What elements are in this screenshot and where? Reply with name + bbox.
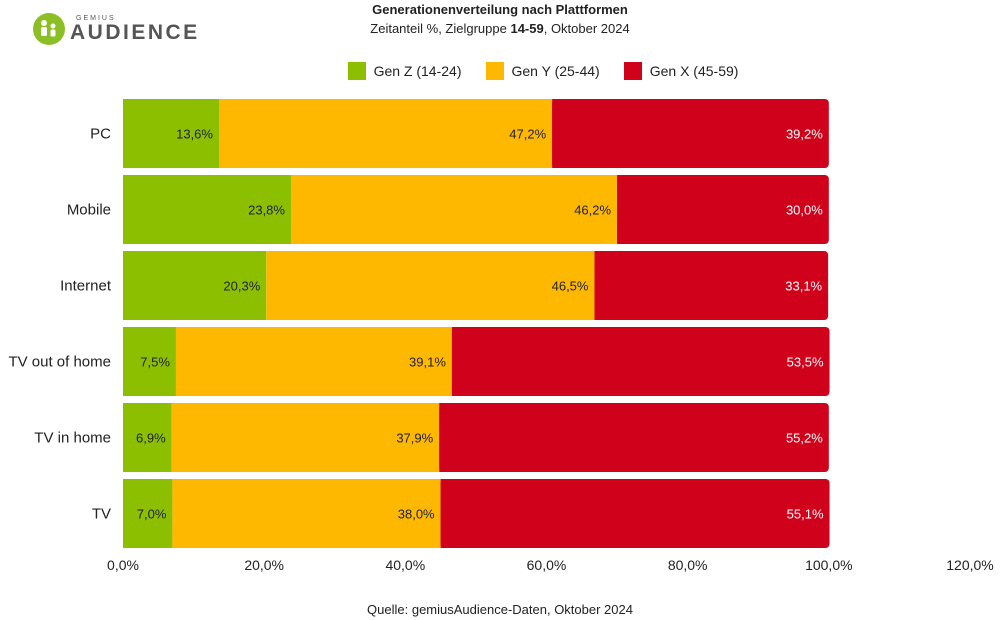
bar-tv-out-of-home-gen-z-14-24 [123,327,176,396]
bar-tv-in-home-gen-x-45-59 [439,403,829,472]
bar-corner-pc [552,99,559,168]
data-label-tv-gen-x-45-59: 55,1% [787,507,824,522]
x-tick-label-80: 80,0% [668,557,708,573]
x-tick-label-40: 40,0% [385,557,425,573]
source-note: Quelle: gemiusAudience-Daten, Oktober 20… [367,602,633,617]
bar-tv-out-of-home-gen-y-25-44 [175,327,452,396]
data-label-tv-gen-z-14-24: 7,0% [137,507,167,522]
legend-swatch-gen-x [623,62,642,80]
bar-corner-tv-out-of-home [451,327,458,396]
bar-internet-gen-z-14-24 [123,251,267,320]
data-label-mobile-gen-x-45-59: 30,0% [786,203,823,218]
data-label-pc-gen-z-14-24: 13,6% [176,127,213,142]
bar-corner-tv-in-home [439,403,446,472]
bar-mobile-gen-z-14-24 [123,175,291,244]
data-label-tv-in-home-gen-y-25-44: 37,9% [396,431,433,446]
x-tick-label-20: 20,0% [244,557,284,573]
bar-corner-internet [594,251,601,320]
data-label-mobile-gen-y-25-44: 46,2% [574,203,611,218]
bar-mobile-gen-x-45-59 [617,175,829,244]
subtitle-bold: 14-59 [510,21,544,36]
data-label-pc-gen-x-45-59: 39,2% [786,127,823,142]
data-label-tv-in-home-gen-x-45-59: 55,2% [786,431,823,446]
chart-legend: Gen Z (14-24) Gen Y (25-44) Gen X (45-59… [0,62,1000,80]
bar-tv-gen-x-45-59 [440,479,830,548]
data-label-tv-out-of-home-gen-z-14-24: 7,5% [140,355,170,370]
logo-small-text: GEMIUS [76,15,116,22]
audience-logo-icon [33,13,65,45]
bar-internet-gen-x-45-59 [594,251,829,320]
x-tick-label-120: 120,0% [946,557,993,573]
data-label-tv-in-home-gen-z-14-24: 6,9% [136,431,166,446]
bar-pc-gen-y-25-44 [218,99,553,168]
data-label-pc-gen-y-25-44: 47,2% [509,127,546,142]
category-label-pc: PC [90,126,111,143]
logo-big-text: AUDIENCE [70,21,200,44]
bar-internet-gen-y-25-44 [266,251,595,320]
data-label-internet-gen-y-25-44: 46,5% [552,279,589,294]
category-label-tv: TV [92,506,111,523]
legend-label-gen-y: Gen Y (25-44) [511,63,600,79]
bar-tv-gen-z-14-24 [123,479,173,548]
data-label-internet-gen-x-45-59: 33,1% [785,279,822,294]
bar-tv-in-home-gen-z-14-24 [123,403,172,472]
bar-corner-mobile [617,175,624,244]
data-label-tv-out-of-home-gen-x-45-59: 53,5% [787,355,824,370]
chart-title: Generationenverteilung nach Plattformen [372,2,628,17]
bar-tv-gen-y-25-44 [172,479,441,548]
legend-label-gen-x: Gen X (45-59) [649,63,739,79]
legend-label-gen-z: Gen Z (14-24) [373,63,462,79]
bar-tv-in-home-gen-y-25-44 [171,403,440,472]
legend-swatch-gen-y [485,62,504,80]
x-tick-label-60: 60,0% [527,557,567,573]
subtitle-text-end: , Oktober 2024 [543,21,630,36]
category-label-tv-in-home: TV in home [34,430,111,447]
x-tick-label-100: 100,0% [805,557,852,573]
bar-pc-gen-z-14-24 [123,99,219,168]
bar-tv-out-of-home-gen-x-45-59 [451,327,830,396]
legend-item-gen-y: Gen Y (25-44) [485,62,600,80]
data-label-tv-out-of-home-gen-y-25-44: 39,1% [409,355,446,370]
category-label-internet: Internet [60,278,112,295]
bar-mobile-gen-y-25-44 [290,175,618,244]
category-label-mobile: Mobile [67,202,111,219]
data-label-internet-gen-z-14-24: 20,3% [223,279,260,294]
data-label-tv-gen-y-25-44: 38,0% [398,507,435,522]
legend-swatch-gen-z [347,62,366,80]
bar-pc-gen-x-45-59 [552,99,829,168]
x-tick-label-0: 0,0% [107,557,139,573]
category-label-tv-out-of-home: TV out of home [8,354,111,371]
legend-item-gen-x: Gen X (45-59) [623,62,739,80]
data-label-mobile-gen-z-14-24: 23,8% [248,203,285,218]
legend-item-gen-z: Gen Z (14-24) [347,62,462,80]
gemius-audience-logo: GEMIUS AUDIENCE [33,13,200,45]
chart-subtitle: Zeitanteil %, Zielgruppe 14-59, Oktober … [0,21,1000,36]
subtitle-text: Zeitanteil %, Zielgruppe [370,21,511,36]
bar-corner-tv [440,479,447,548]
